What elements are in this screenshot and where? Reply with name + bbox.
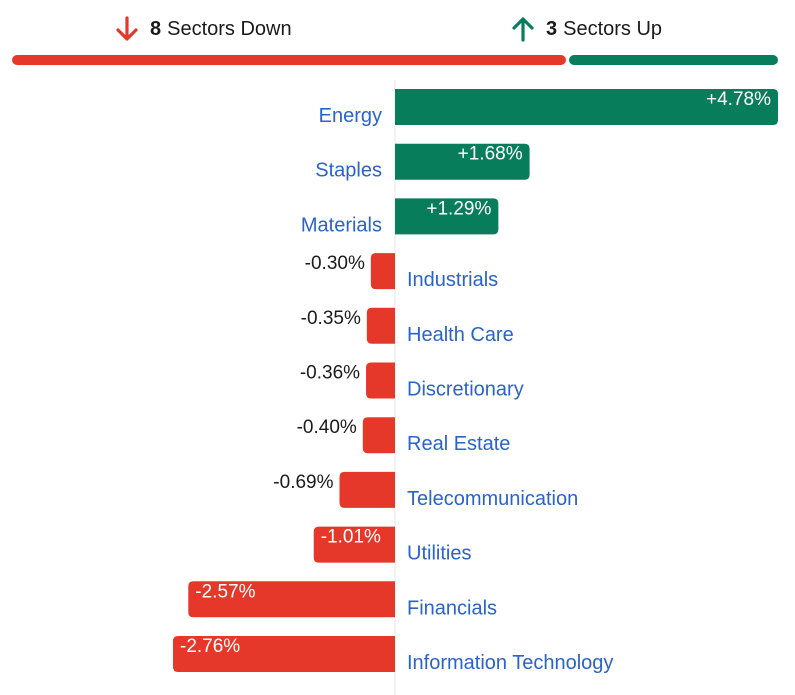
arrow-down-icon	[116, 16, 138, 41]
value-label-staples: +1.68%	[458, 144, 523, 165]
value-label-telecommunication: -0.69%	[273, 472, 333, 493]
bar-industrials[interactable]	[370, 253, 395, 290]
sectors-up-ratio-bar	[569, 55, 778, 65]
sector-label-health-care[interactable]: Health Care	[407, 324, 514, 346]
sectors-up-count: 3	[546, 17, 558, 40]
sector-label-financials[interactable]: Financials	[407, 597, 497, 619]
bar-utilities[interactable]	[313, 526, 395, 563]
sector-label-utilities[interactable]: Utilities	[407, 543, 471, 565]
value-label-discretionary: -0.36%	[300, 363, 360, 384]
value-label-health-care: -0.35%	[301, 308, 361, 329]
bar-telecommunication[interactable]	[339, 471, 396, 508]
value-label-energy: +4.78%	[706, 89, 771, 110]
bar-information-technology[interactable]	[173, 636, 395, 672]
sector-label-industrials[interactable]: Industrials	[407, 269, 498, 291]
sector-label-information-technology[interactable]: Information Technology	[407, 652, 613, 674]
sector-label-real-estate[interactable]: Real Estate	[407, 433, 510, 455]
sector-label-materials[interactable]: Materials	[301, 214, 382, 236]
value-label-utilities: -1.01%	[321, 527, 381, 548]
value-label-industrials: -0.30%	[305, 253, 365, 274]
value-label-materials: +1.29%	[426, 198, 491, 219]
value-label-real-estate: -0.40%	[297, 417, 357, 438]
arrow-up-icon	[512, 17, 534, 42]
value-label-information-technology: -2.76%	[180, 636, 240, 657]
bar-energy[interactable]	[395, 89, 778, 125]
bar-discretionary[interactable]	[366, 362, 395, 399]
sector-label-discretionary[interactable]: Discretionary	[407, 379, 524, 401]
sectors-up-summary: 3 Sectors Up	[510, 14, 662, 44]
sector-label-telecommunication[interactable]: Telecommunication	[407, 488, 578, 510]
sectors-up-label: Sectors Up	[563, 17, 663, 40]
bar-staples[interactable]	[395, 143, 530, 180]
bar-materials[interactable]	[395, 198, 499, 235]
sectors-down-count: 8	[150, 17, 162, 40]
sectors-down-ratio-bar	[12, 55, 566, 65]
sectors-down-label: Sectors Down	[167, 17, 292, 40]
value-label-financials: -2.57%	[195, 581, 255, 602]
bar-financials[interactable]	[188, 581, 395, 618]
sector-label-energy[interactable]: Energy	[319, 105, 382, 127]
bar-real-estate[interactable]	[362, 417, 395, 454]
sector-performance-chart: Energy +4.78% Staples +1.68% Materials +1.29%…	[173, 80, 778, 695]
sectors-down-summary: 8 Sectors Down	[114, 14, 292, 44]
bar-health-care[interactable]	[366, 307, 395, 344]
sector-label-staples[interactable]: Staples	[315, 160, 382, 182]
